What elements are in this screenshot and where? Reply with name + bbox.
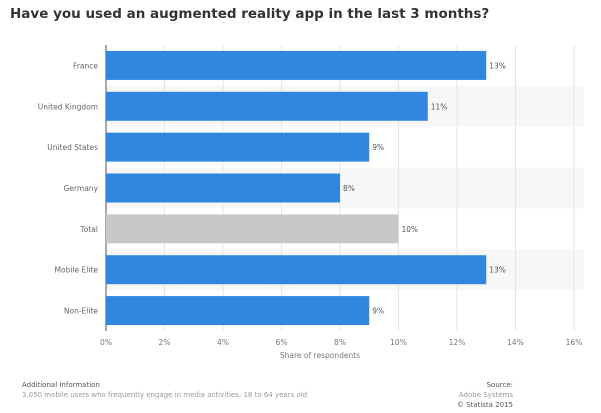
y-tick-label: Germany bbox=[64, 184, 99, 193]
y-tick-label: France bbox=[73, 61, 98, 70]
x-tick-label: 12% bbox=[449, 338, 466, 347]
x-tick-label: 4% bbox=[217, 338, 229, 347]
x-axis-title: Share of respondents bbox=[280, 351, 360, 360]
data-label: 13% bbox=[489, 61, 506, 70]
bar-united-kingdom bbox=[106, 91, 428, 121]
copyright[interactable]: © Statista 2015 bbox=[456, 401, 513, 409]
y-tick-label: United States bbox=[47, 143, 98, 152]
x-tick-label: 8% bbox=[334, 338, 346, 347]
x-tick-label: 0% bbox=[100, 338, 112, 347]
bar-germany bbox=[106, 173, 340, 203]
y-tick-label: Mobile Elite bbox=[55, 266, 99, 275]
data-label: 9% bbox=[372, 143, 384, 152]
bar-non-elite bbox=[106, 296, 370, 326]
y-tick-label: Total bbox=[79, 225, 98, 234]
bar-total bbox=[106, 214, 399, 244]
source-text: Adobe Systems bbox=[458, 391, 513, 399]
data-label: 11% bbox=[431, 102, 448, 111]
bar-mobile-elite bbox=[106, 255, 487, 285]
data-label: 9% bbox=[372, 307, 384, 316]
bar-united-states bbox=[106, 132, 370, 162]
info-text: 3,050 mobile users who frequently engage… bbox=[22, 391, 308, 399]
chart-title: Have you used an augmented reality app i… bbox=[10, 6, 490, 22]
x-tick-label: 2% bbox=[159, 338, 171, 347]
info-title: Additional Information bbox=[22, 381, 100, 389]
x-tick-label: 16% bbox=[566, 338, 583, 347]
x-tick-label: 10% bbox=[390, 338, 407, 347]
data-label: 8% bbox=[343, 184, 355, 193]
y-tick-label: Non-Elite bbox=[64, 307, 99, 316]
data-label: 10% bbox=[402, 225, 419, 234]
source-title: Source: bbox=[486, 381, 513, 389]
x-tick-label: 6% bbox=[276, 338, 288, 347]
bar-france bbox=[106, 50, 487, 80]
x-tick-label: 14% bbox=[507, 338, 524, 347]
data-label: 13% bbox=[489, 266, 506, 275]
y-tick-label: United Kingdom bbox=[38, 102, 98, 111]
